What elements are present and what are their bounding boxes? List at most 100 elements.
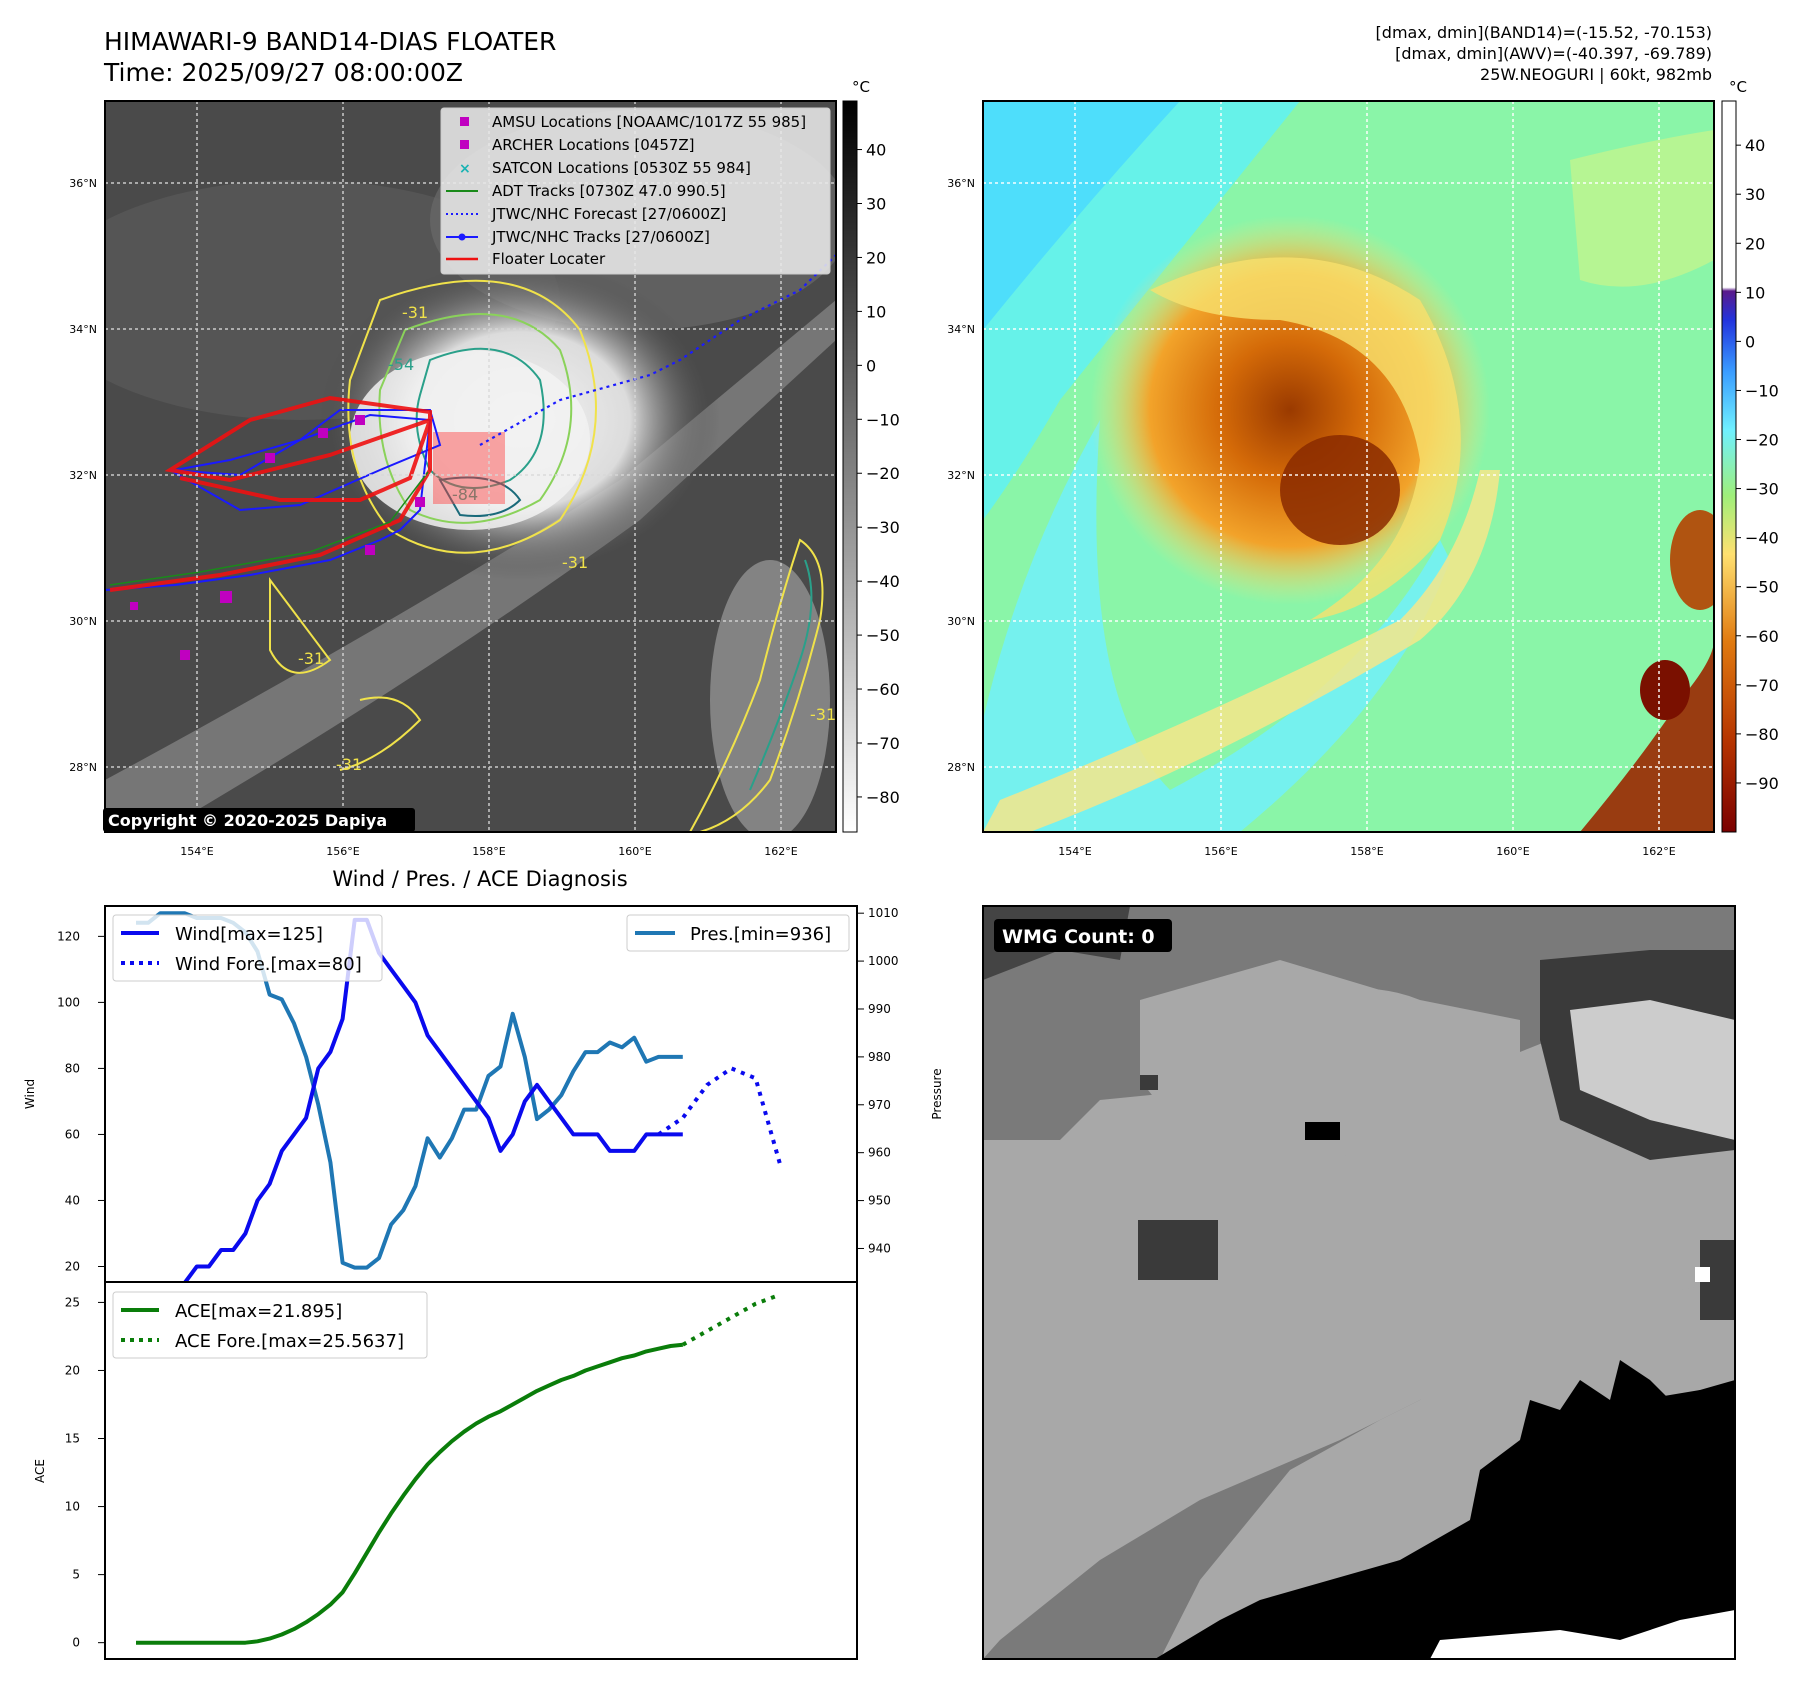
colorbar-tick-label: −20 <box>866 464 900 483</box>
legend-item: Floater Locater <box>446 250 606 268</box>
ace-series-line <box>136 1342 684 1645</box>
pressure-tick-label: 1010 <box>868 906 899 920</box>
wind-series-line <box>136 917 683 1285</box>
contour-label: -84 <box>452 485 478 504</box>
info-band14: [dmax, dmin](BAND14)=(-15.52, -70.153) <box>1376 23 1712 42</box>
pressure-tick-label: 950 <box>868 1194 891 1208</box>
contour-label: -31 <box>562 553 588 572</box>
contour-label: -54 <box>388 355 414 374</box>
lat-label: 32°N <box>947 469 975 482</box>
wind-pressure-chart: 20 40 60 80 100 120 940 950 960 970 980 990 1000 1010… <box>23 905 944 1285</box>
legend-item: ARCHER Locations [0457Z] <box>460 136 695 154</box>
lon-label: 160°E <box>1496 845 1529 858</box>
forecast-track <box>479 254 836 446</box>
pressure-tick-label: 980 <box>868 1050 891 1064</box>
colorbar-tick-label: −40 <box>866 572 900 591</box>
colorbar-tick-label: −60 <box>1745 627 1779 646</box>
wv-band <box>983 470 1500 832</box>
lat-label: 36°N <box>947 177 975 190</box>
ace-tick-label: 0 <box>72 1636 80 1650</box>
pressure-tick-label: 960 <box>868 1146 891 1160</box>
legend-item: JTWC/NHC Forecast [27/0600Z] <box>446 205 726 223</box>
lat-label: 28°N <box>69 761 97 774</box>
ace-legend: ACE[max=21.895] ACE Fore.[max=25.5637] <box>112 1291 428 1359</box>
wmg-region <box>983 1010 1735 1659</box>
ir-colorbar: °C 40 30 20 10 0 −10 −20 −30 −40 −50 −60 −70 −80 <box>842 78 900 833</box>
colorbar-tick-label: 20 <box>866 248 886 267</box>
lon-label: 162°E <box>764 845 797 858</box>
pressure-tick-label: 990 <box>868 1002 891 1016</box>
ace-tick-label: 5 <box>72 1568 80 1582</box>
colorbar-tick-label: −50 <box>1745 578 1779 597</box>
lon-label: 156°E <box>1204 845 1237 858</box>
colorbar-tick-label: −70 <box>866 734 900 753</box>
colorbar-tick-label: −50 <box>866 626 900 645</box>
info-awv: [dmax, dmin](AWV)=(-40.397, -69.789) <box>1395 44 1712 63</box>
wind-tick-label: 60 <box>65 1127 80 1141</box>
legend-item: ADT Tracks [0730Z 47.0 990.5] <box>446 182 726 200</box>
colorbar-tick-label: −10 <box>866 410 900 429</box>
colorbar-tick-label: −40 <box>1745 529 1779 548</box>
lat-label: 36°N <box>69 177 97 190</box>
colorbar-tick-label: 30 <box>866 195 886 214</box>
svg-text:ARCHER Locations [0457Z]: ARCHER Locations [0457Z] <box>492 136 695 154</box>
lat-label: 30°N <box>69 615 97 628</box>
pressure-axis-label: Pressure <box>930 1068 944 1119</box>
svg-text:JTWC/NHC Tracks [27/0600Z]: JTWC/NHC Tracks [27/0600Z] <box>491 228 710 246</box>
lon-label: 156°E <box>326 845 359 858</box>
lat-label: 32°N <box>69 469 97 482</box>
colorbar-tick-label: 30 <box>1745 185 1765 204</box>
colorbar-tick-label: −30 <box>1745 480 1779 499</box>
colorbar-tick-label: 0 <box>866 356 876 375</box>
lat-label: 28°N <box>947 761 975 774</box>
svg-text:Floater Locater: Floater Locater <box>492 250 606 268</box>
wind-tick-label: 40 <box>65 1193 80 1207</box>
colorbar-tick-label: −20 <box>1745 431 1779 450</box>
lat-label: 34°N <box>947 323 975 336</box>
svg-text:JTWC/NHC Forecast [27/0600Z]: JTWC/NHC Forecast [27/0600Z] <box>491 205 726 223</box>
colorbar-tick-label: −80 <box>866 788 900 807</box>
svg-text:°C: °C <box>1729 78 1747 96</box>
colorbar-tick-label: 10 <box>866 302 886 321</box>
ace-tick-label: 20 <box>65 1363 80 1377</box>
wind-axis-label: Wind <box>23 1079 37 1109</box>
colorbar-tick-label: 20 <box>1745 234 1765 253</box>
lon-label: 160°E <box>618 845 651 858</box>
colorbar-tick-label: −30 <box>866 518 900 537</box>
colorbar-tick-label: −80 <box>1745 725 1779 744</box>
diagnosis-title: Wind / Pres. / ACE Diagnosis <box>332 867 627 891</box>
wind-forecast-series-line <box>657 1066 782 1165</box>
wmg-count-label: WMG Count: 0 <box>1002 926 1155 948</box>
wv-colorbar: °C 40 30 20 10 0 −10 −20 −30 −40 −50 −60 −70 −80 −90 <box>1721 78 1779 833</box>
contour-label: -31 <box>810 705 836 724</box>
legend-ace-fore-label: ACE Fore.[max=25.5637] <box>175 1331 404 1352</box>
contour-label: -31 <box>336 755 362 774</box>
pressure-tick-label: 1000 <box>868 954 899 968</box>
svg-text:ADT Tracks [0730Z 47.0 990.5]: ADT Tracks [0730Z 47.0 990.5] <box>492 182 726 200</box>
adt-track <box>109 471 429 586</box>
svg-text:AMSU Locations [NOAAMC/1017Z 5: AMSU Locations [NOAAMC/1017Z 55 985] <box>492 113 806 131</box>
colorbar-tick-label: −90 <box>1745 774 1779 793</box>
lon-label: 158°E <box>472 845 505 858</box>
lon-label: 162°E <box>1642 845 1675 858</box>
colorbar-tick-label: −70 <box>1745 676 1779 695</box>
ir-satellite-panel: -31 -54 -84 -31 -31 -31 -31 <box>69 78 900 858</box>
lat-label: 34°N <box>69 323 97 336</box>
legend-item: × SATCON Locations [0530Z 55 984] <box>459 159 751 177</box>
wind-tick-label: 100 <box>57 995 80 1009</box>
wind-legend: Wind[max=125] Wind Fore.[max=80] <box>112 914 383 982</box>
colorbar-tick-label: 40 <box>1745 136 1765 155</box>
colorbar-tick-label: −60 <box>866 680 900 699</box>
lon-label: 154°E <box>180 845 213 858</box>
contour-label: -31 <box>298 649 324 668</box>
pressure-legend: Pres.[min=936] <box>626 914 850 952</box>
lon-label: 158°E <box>1350 845 1383 858</box>
wind-tick-label: 20 <box>65 1259 80 1273</box>
ace-chart: 0 5 10 15 20 25 ACE ACE[max=21.895] ACE Fore.… <box>33 1281 858 1660</box>
svg-text:SATCON Locations [0530Z 55 984: SATCON Locations [0530Z 55 984] <box>492 159 751 177</box>
lon-label: 154°E <box>1058 845 1091 858</box>
ace-tick-label: 25 <box>65 1295 80 1309</box>
figure-time: Time: 2025/09/27 08:00:00Z <box>103 58 463 87</box>
lat-label: 30°N <box>947 615 975 628</box>
